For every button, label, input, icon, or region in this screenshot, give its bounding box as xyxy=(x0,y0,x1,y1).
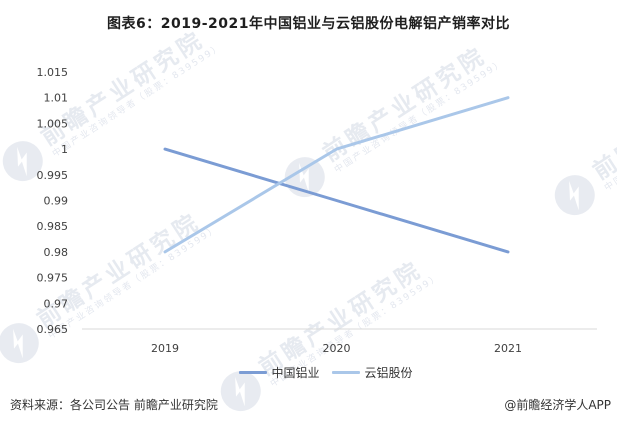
x-axis-tick-label: 2020 xyxy=(323,342,351,355)
y-axis-tick-label: 1.01 xyxy=(44,92,69,105)
footer: 资料来源：各公司公告 前瞻产业研究院 @前瞻经济学人APP xyxy=(10,396,611,413)
y-axis-tick-label: 0.965 xyxy=(37,323,69,336)
y-axis-tick-label: 1.005 xyxy=(37,117,69,130)
legend-swatch xyxy=(331,371,360,374)
legend: 中国铝业 云铝股份 xyxy=(238,364,413,381)
y-axis-tick-label: 0.995 xyxy=(37,169,69,182)
legend-label: 云铝股份 xyxy=(364,366,413,380)
legend-item[interactable]: 云铝股份 xyxy=(331,364,413,381)
y-axis-tick-label: 0.975 xyxy=(37,272,69,285)
y-axis-tick-label: 1 xyxy=(61,143,68,156)
series-line-云铝股份 xyxy=(163,96,510,254)
y-axis-tick-label: 0.98 xyxy=(44,246,69,259)
chart-title: 图表6：2019-2021年中国铝业与云铝股份电解铝产销率对比 xyxy=(107,16,510,32)
y-axis-tick-label: 0.97 xyxy=(44,297,69,310)
x-axis-tick-label: 2021 xyxy=(494,342,522,355)
credit-note: @前瞻经济学人APP xyxy=(504,398,611,412)
y-axis-tick-label: 0.985 xyxy=(37,220,69,233)
series-line-中国铝业 xyxy=(163,147,510,254)
legend-item[interactable]: 中国铝业 xyxy=(238,364,320,381)
y-axis-tick-label: 1.015 xyxy=(37,66,69,79)
x-axis-tick-label: 2019 xyxy=(151,342,179,355)
source-note: 资料来源：各公司公告 前瞻产业研究院 xyxy=(10,398,218,412)
y-axis-tick-label: 0.99 xyxy=(44,195,69,208)
legend-swatch xyxy=(238,371,267,374)
legend-label: 中国铝业 xyxy=(271,366,320,380)
